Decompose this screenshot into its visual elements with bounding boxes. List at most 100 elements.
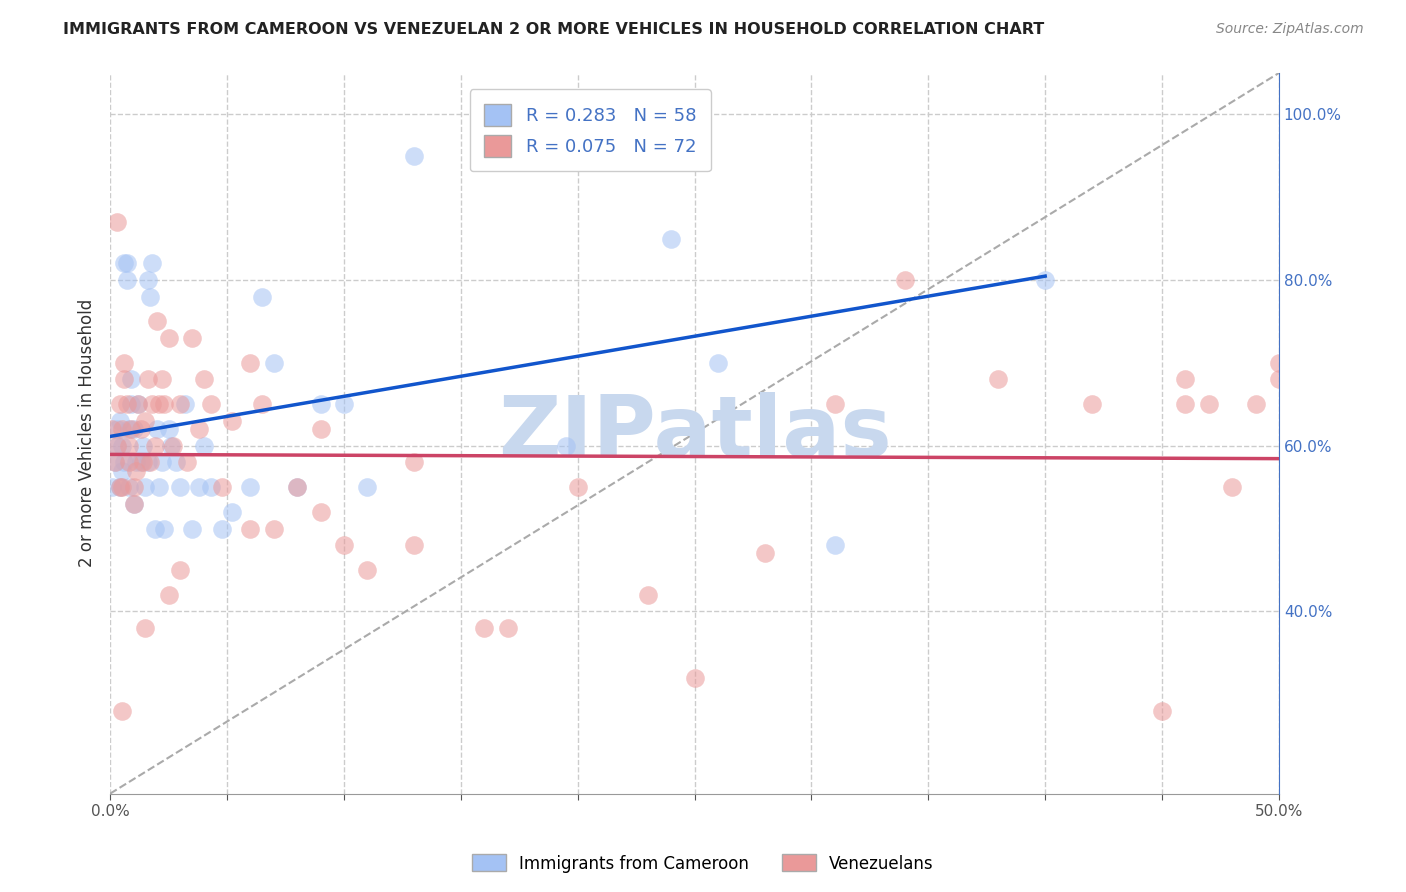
- Point: [136, 273, 159, 287]
- Point: [112, 356, 135, 370]
- Point: [111, 464, 134, 478]
- Point: [1244, 397, 1267, 411]
- Point: [101, 480, 124, 494]
- Point: [169, 480, 191, 494]
- Point: [105, 439, 128, 453]
- Point: [146, 422, 169, 436]
- Point: [1033, 273, 1056, 287]
- Point: [122, 480, 145, 494]
- Point: [221, 505, 243, 519]
- Point: [129, 422, 152, 436]
- Point: [125, 464, 148, 478]
- Point: [111, 422, 134, 436]
- Point: [402, 538, 425, 552]
- Legend: Immigrants from Cameroon, Venezuelans: Immigrants from Cameroon, Venezuelans: [465, 847, 941, 880]
- Point: [139, 290, 162, 304]
- Point: [127, 397, 149, 411]
- Point: [567, 480, 589, 494]
- Point: [211, 480, 233, 494]
- Point: [169, 397, 191, 411]
- Point: [150, 372, 173, 386]
- Point: [105, 422, 128, 436]
- Point: [162, 439, 184, 453]
- Point: [136, 455, 159, 469]
- Point: [824, 397, 846, 411]
- Point: [356, 480, 378, 494]
- Point: [1220, 480, 1243, 494]
- Point: [115, 273, 138, 287]
- Point: [122, 422, 145, 436]
- Point: [589, 149, 612, 163]
- Text: Source: ZipAtlas.com: Source: ZipAtlas.com: [1216, 22, 1364, 37]
- Point: [118, 480, 141, 494]
- Point: [115, 397, 138, 411]
- Point: [104, 455, 127, 469]
- Point: [1150, 704, 1173, 718]
- Point: [146, 314, 169, 328]
- Point: [157, 422, 180, 436]
- Point: [754, 546, 776, 560]
- Point: [112, 256, 135, 270]
- Point: [160, 439, 183, 453]
- Point: [143, 522, 166, 536]
- Point: [141, 256, 163, 270]
- Point: [239, 480, 262, 494]
- Point: [402, 149, 425, 163]
- Point: [132, 439, 155, 453]
- Point: [120, 422, 142, 436]
- Point: [263, 356, 285, 370]
- Point: [894, 273, 917, 287]
- Point: [174, 397, 197, 411]
- Point: [122, 497, 145, 511]
- Legend: R = 0.283   N = 58, R = 0.075   N = 72: R = 0.283 N = 58, R = 0.075 N = 72: [470, 89, 711, 171]
- Point: [112, 372, 135, 386]
- Point: [136, 372, 159, 386]
- Point: [333, 538, 356, 552]
- Point: [118, 422, 141, 436]
- Point: [193, 372, 215, 386]
- Point: [105, 439, 128, 453]
- Point: [134, 414, 156, 428]
- Point: [1268, 356, 1291, 370]
- Point: [309, 397, 332, 411]
- Point: [250, 397, 273, 411]
- Point: [148, 397, 170, 411]
- Point: [108, 397, 131, 411]
- Point: [120, 372, 142, 386]
- Point: [1198, 397, 1220, 411]
- Point: [472, 132, 495, 146]
- Point: [285, 480, 308, 494]
- Point: [111, 439, 134, 453]
- Point: [127, 397, 149, 411]
- Point: [108, 480, 131, 494]
- Point: [125, 455, 148, 469]
- Point: [211, 522, 233, 536]
- Point: [118, 455, 141, 469]
- Point: [157, 588, 180, 602]
- Point: [105, 215, 128, 229]
- Point: [333, 397, 356, 411]
- Point: [150, 455, 173, 469]
- Point: [153, 522, 176, 536]
- Point: [157, 331, 180, 345]
- Point: [153, 397, 176, 411]
- Point: [129, 455, 152, 469]
- Point: [104, 455, 127, 469]
- Point: [134, 480, 156, 494]
- Point: [111, 480, 134, 494]
- Point: [132, 455, 155, 469]
- Point: [1174, 397, 1197, 411]
- Point: [824, 538, 846, 552]
- Point: [148, 480, 170, 494]
- Point: [659, 232, 682, 246]
- Point: [169, 563, 191, 577]
- Point: [139, 455, 162, 469]
- Point: [309, 422, 332, 436]
- Point: [239, 356, 262, 370]
- Point: [188, 422, 211, 436]
- Point: [402, 455, 425, 469]
- Point: [1268, 372, 1291, 386]
- Point: [193, 439, 215, 453]
- Point: [356, 563, 378, 577]
- Point: [181, 522, 204, 536]
